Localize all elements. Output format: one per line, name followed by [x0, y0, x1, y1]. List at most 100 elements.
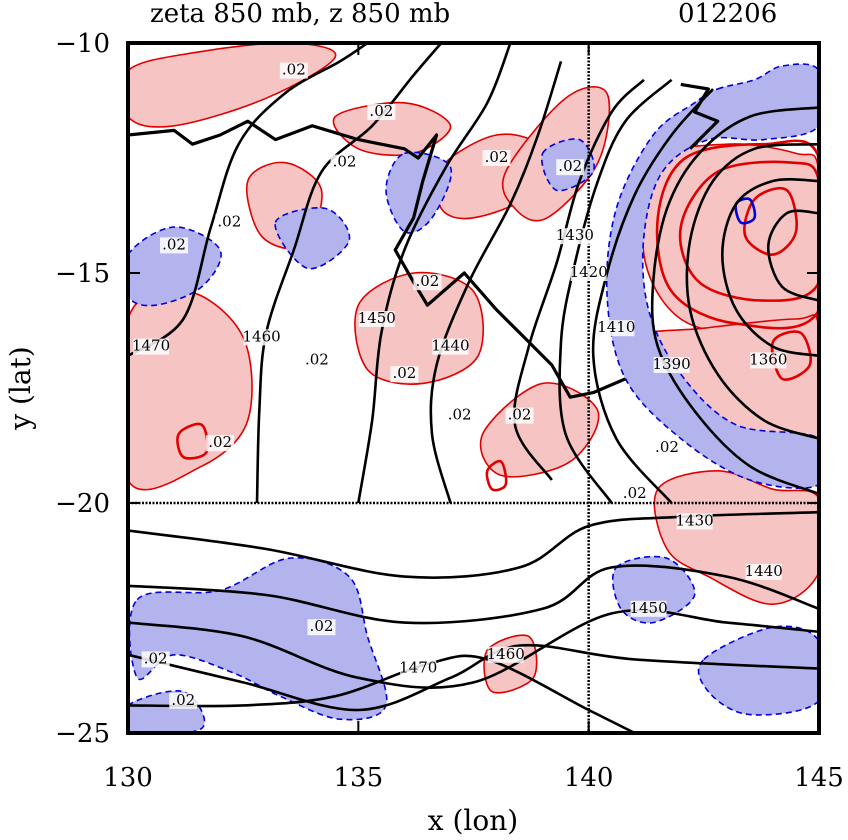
- contour-label-9: 1430: [676, 511, 714, 529]
- contour-label-8: 1360: [749, 350, 787, 368]
- boundary-line-1: [680, 82, 720, 150]
- contour-label-background-3: [432, 338, 469, 355]
- contour-label-background-21: [413, 274, 442, 291]
- contour-label-13: 1470: [399, 659, 437, 677]
- y-axis-label: y (lat): [4, 346, 37, 430]
- y-tick-label-2: −20: [55, 489, 110, 519]
- height-contour-1380-8: [685, 142, 819, 440]
- contour-label-background-8: [750, 352, 787, 369]
- contour-label-20: .02: [217, 212, 241, 230]
- height-contour-1460-14: [128, 643, 819, 712]
- contour-label-background-30: [141, 651, 170, 668]
- positive-vorticity-contour-2: [655, 139, 819, 330]
- contour-label-background-31: [169, 692, 198, 709]
- contour-label-background-19: [160, 237, 189, 254]
- negative-vorticity-region-4: [128, 556, 388, 721]
- contour-label-18: .02: [558, 157, 582, 175]
- contour-label-background-17: [482, 150, 511, 166]
- x-tick-label-1: 135: [334, 763, 384, 793]
- positive-vorticity-region-4: [354, 271, 485, 385]
- positive-vorticity-contour-5: [485, 459, 508, 492]
- contour-label-background-5: [570, 265, 607, 281]
- negative-vorticity-region-0: [605, 63, 819, 489]
- contour-label-background-23: [390, 366, 419, 383]
- height-contour-1350-10: [766, 209, 819, 302]
- contour-label-background-26: [206, 435, 235, 452]
- negative-vorticity-region-6: [697, 625, 819, 716]
- reference-line-layer: [128, 43, 819, 733]
- plot-frame: [126, 41, 821, 735]
- contour-label-22: .02: [305, 350, 329, 368]
- height-contour-1390-7: [650, 106, 819, 496]
- height-contour-1470-0: [128, 43, 369, 357]
- height-contour-1460-1: [255, 43, 443, 504]
- contour-label-background-20: [215, 214, 244, 231]
- contour-label-background-11: [630, 600, 667, 617]
- height-contour-1420-5: [558, 78, 673, 504]
- contour-label-23: .02: [392, 364, 416, 382]
- contour-label-background-12: [487, 646, 524, 663]
- negative-vorticity-fill-layer: [128, 63, 819, 733]
- contour-label-15: .02: [369, 102, 393, 120]
- contour-label-31: .02: [171, 691, 195, 709]
- y-tick-label-0: −10: [55, 29, 110, 59]
- contour-label-2: 1450: [358, 309, 396, 327]
- contour-label-background-14: [279, 62, 308, 79]
- contour-label-background-16: [330, 154, 359, 171]
- boundary-line-0: [128, 119, 627, 399]
- x-axis-ticks: 130 135 140 145: [103, 43, 844, 793]
- time-label: 012206: [678, 0, 777, 29]
- plot-area: 1470 1460 1450 1440 1430 1420 1410 1390 1360 1430…: [128, 43, 819, 733]
- positive-vorticity-contour-4: [176, 422, 209, 460]
- y-tick-label-3: −25: [55, 719, 110, 749]
- contour-label-background-10: [745, 564, 782, 580]
- contour-label-background-2: [358, 311, 395, 327]
- contour-label-29: .02: [310, 617, 334, 635]
- contour-label-5: 1420: [570, 263, 608, 281]
- contour-label-background-22: [302, 352, 331, 369]
- contour-label-14: .02: [282, 61, 306, 79]
- contour-label-background-6: [598, 320, 635, 337]
- contour-label-30: .02: [144, 649, 168, 667]
- height-contour-1430-4: [512, 78, 645, 481]
- contour-label-24: .02: [448, 406, 472, 424]
- contour-label-background-29: [307, 619, 336, 636]
- contour-label-28: .02: [623, 484, 647, 502]
- boundary-line-layer: [128, 82, 720, 399]
- positive-vorticity-contour-0: [743, 186, 798, 256]
- contour-label-7: 1390: [652, 355, 690, 373]
- x-tick-label-3: 145: [794, 763, 844, 793]
- contour-label-12: 1460: [487, 645, 525, 663]
- contour-label-27: .02: [655, 438, 679, 456]
- height-contour-1450-13: [128, 608, 819, 689]
- height-contour-1440-3: [429, 61, 563, 504]
- contour-label-25: .02: [508, 406, 532, 424]
- height-contour-1440-12: [128, 564, 819, 625]
- height-contour-1450-2: [357, 43, 512, 504]
- contour-label-3: 1440: [431, 337, 469, 355]
- negative-vorticity-contour-0: [734, 197, 757, 225]
- x-tick-label-2: 140: [564, 763, 614, 793]
- y-tick-label-1: −15: [55, 259, 110, 289]
- contour-label-21: .02: [416, 272, 440, 290]
- contour-label-19: .02: [162, 235, 186, 253]
- negative-vorticity-contour-layer: [734, 197, 757, 225]
- contour-label-11: 1450: [629, 599, 667, 617]
- contour-label-background-7: [653, 357, 690, 373]
- contour-label-6: 1410: [597, 318, 635, 336]
- contour-label-background-25: [505, 407, 534, 424]
- contour-label-background-27: [652, 439, 681, 456]
- x-axis-label: x (lon): [428, 804, 518, 837]
- height-contour-1360-9: [721, 178, 819, 358]
- contour-label-background-28: [620, 485, 649, 502]
- contour-label-background-15: [367, 104, 396, 120]
- contour-label-background-1: [243, 329, 280, 346]
- contour-label-16: .02: [333, 153, 357, 171]
- chart-title: zeta 850 mb, z 850 mb: [150, 0, 450, 29]
- contour-label-background-24: [445, 407, 474, 424]
- x-tick-label-0: 130: [103, 763, 153, 793]
- height-contour-layer: [128, 43, 819, 733]
- contour-label-10: 1440: [745, 562, 783, 580]
- contour-label-background-0: [133, 338, 170, 355]
